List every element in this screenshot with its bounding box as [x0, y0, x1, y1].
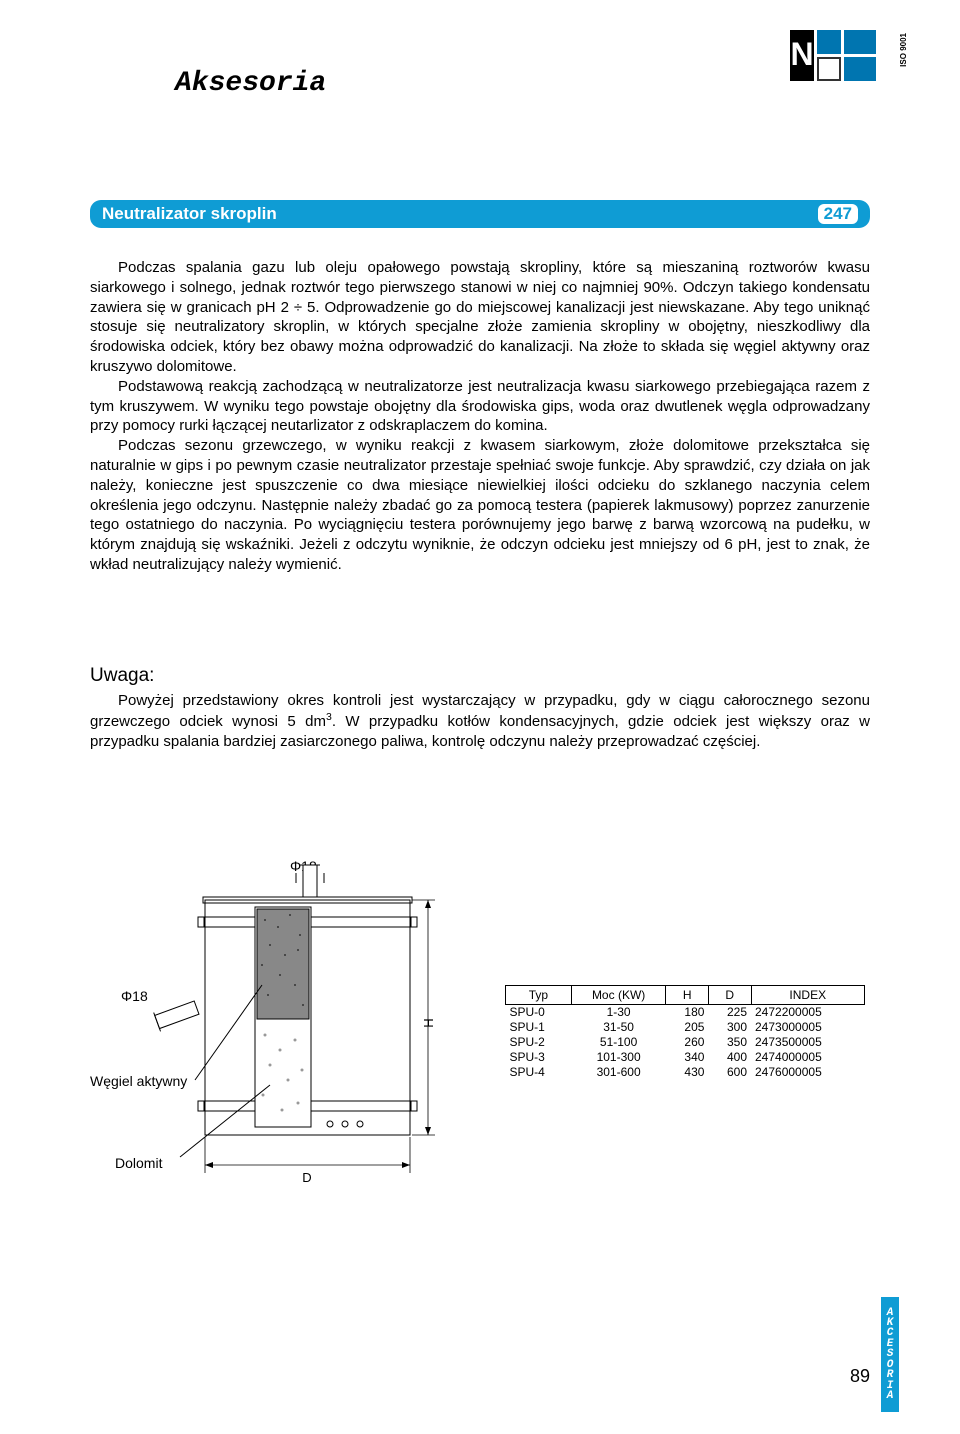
page-header: Aksesoria N ISO 9001 — [0, 20, 960, 100]
section-heading: Neutralizator skroplin 247 — [90, 200, 870, 228]
neutralizer-diagram: H D — [120, 855, 450, 1205]
col-moc: Moc (KW) — [571, 986, 666, 1005]
col-typ: Typ — [506, 986, 572, 1005]
col-index: INDEX — [751, 986, 865, 1005]
spec-table: Typ Moc (KW) H D INDEX SPU-0 1-30 180 22… — [505, 985, 865, 1080]
side-category-tab: AKCESORIA — [881, 1297, 899, 1412]
note-title: Uwaga: — [90, 665, 870, 687]
table-row: SPU-0 1-30 180 225 2472200005 — [506, 1005, 865, 1021]
paragraph-1: Podczas spalania gazu lub oleju opałoweg… — [90, 258, 870, 377]
paragraph-2: Podstawową reakcją zachodzącą w neutrali… — [90, 377, 870, 436]
col-h: H — [666, 986, 709, 1005]
main-title: Aksesoria — [175, 68, 326, 99]
table-row: SPU-1 31-50 205 300 2473000005 — [506, 1020, 865, 1035]
table-row: SPU-2 51-100 260 350 2473500005 — [506, 1035, 865, 1050]
dim-d-label: D — [302, 1170, 311, 1185]
body-text: Podczas spalania gazu lub oleju opałoweg… — [90, 258, 870, 575]
table-row: SPU-4 301-600 430 600 2476000005 — [506, 1065, 865, 1080]
brand-logo: N ISO 9001 — [790, 30, 880, 85]
dim-h-label: H — [421, 1018, 436, 1027]
side-tab-text: AKCESORIA — [887, 1308, 894, 1402]
note-block: Uwaga: Powyżej przedstawiony okres kontr… — [90, 665, 870, 751]
section-title: Neutralizator skroplin — [102, 204, 277, 224]
table-header-row: Typ Moc (KW) H D INDEX — [506, 986, 865, 1005]
table-row: SPU-3 101-300 340 400 2474000005 — [506, 1050, 865, 1065]
note-text: Powyżej przedstawiony okres kontroli jes… — [90, 691, 870, 751]
paragraph-3: Podczas sezonu grzewczego, w wyniku reak… — [90, 436, 870, 575]
col-d: D — [708, 986, 751, 1005]
iso-label: ISO 9001 — [899, 33, 908, 67]
page-number: 89 — [850, 1366, 870, 1387]
section-number: 247 — [818, 204, 858, 224]
logo-letter: N — [790, 30, 814, 81]
